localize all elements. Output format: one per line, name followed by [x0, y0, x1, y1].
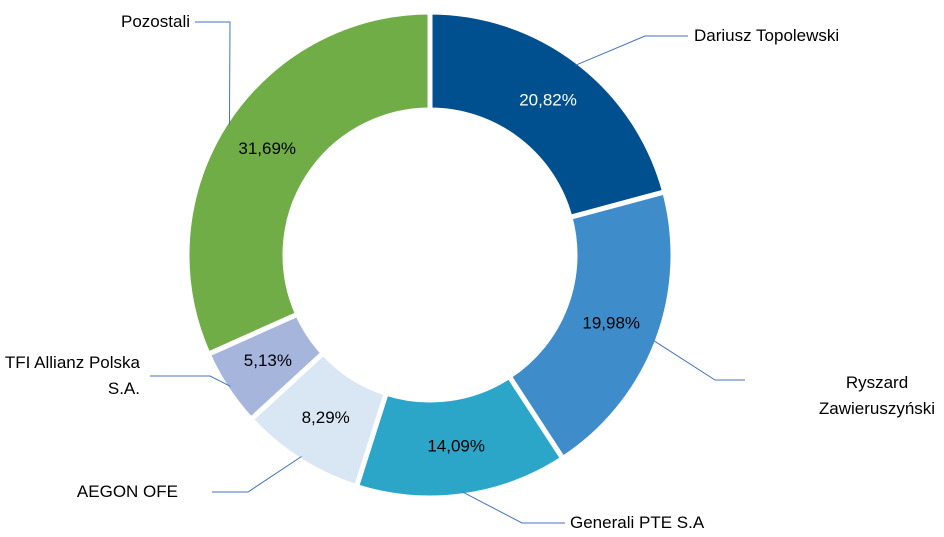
data-label: 5,13%	[244, 351, 292, 370]
category-label: Pozostali	[121, 12, 190, 31]
data-label: 31,69%	[238, 139, 296, 158]
leader-line	[575, 35, 688, 66]
data-label: 8,29%	[302, 408, 350, 427]
category-label: Generali PTE S.A	[570, 513, 705, 532]
category-label: TFI Allianz Polska S.A.	[4, 353, 140, 398]
data-label: 20,82%	[519, 91, 577, 110]
donut-slice	[184, 9, 433, 358]
donut-slice	[505, 188, 676, 462]
category-label: AEGON OFE	[76, 482, 178, 501]
leader-line	[462, 491, 565, 524]
data-label: 14,09%	[427, 437, 485, 456]
leader-line	[150, 375, 231, 387]
category-label: Ryszard Zawieruszyński	[818, 373, 936, 418]
leader-line	[195, 21, 231, 125]
data-label: 19,98%	[582, 314, 640, 333]
category-label: Dariusz Topolewski	[694, 26, 840, 45]
leader-line	[212, 456, 302, 493]
leader-line	[652, 339, 745, 381]
donut-slice	[427, 9, 668, 221]
